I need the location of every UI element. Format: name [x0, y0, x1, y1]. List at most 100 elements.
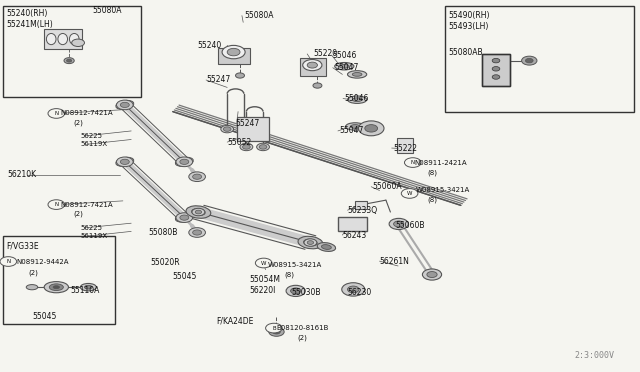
- Text: (8): (8): [285, 271, 295, 278]
- Text: 56225: 56225: [80, 225, 102, 231]
- Text: N: N: [411, 160, 415, 165]
- Ellipse shape: [335, 62, 354, 70]
- Text: (2): (2): [298, 334, 307, 341]
- Text: B08120-8161B: B08120-8161B: [276, 325, 329, 331]
- Text: (8): (8): [428, 197, 438, 203]
- Text: N08912-7421A: N08912-7421A: [61, 202, 113, 208]
- Text: 55020R: 55020R: [150, 258, 180, 267]
- Circle shape: [120, 159, 129, 164]
- Ellipse shape: [58, 33, 68, 45]
- Text: 56243: 56243: [342, 231, 367, 240]
- Ellipse shape: [53, 286, 60, 289]
- Ellipse shape: [348, 71, 367, 78]
- Text: W: W: [261, 260, 266, 266]
- Text: 55222: 55222: [394, 144, 418, 153]
- Circle shape: [269, 327, 284, 336]
- Bar: [355, 201, 367, 209]
- Circle shape: [48, 109, 65, 118]
- Bar: [445, 6, 634, 112]
- Circle shape: [266, 323, 282, 333]
- Ellipse shape: [175, 213, 193, 222]
- Circle shape: [307, 62, 317, 68]
- Circle shape: [67, 59, 72, 62]
- Circle shape: [176, 157, 193, 167]
- Circle shape: [291, 288, 301, 294]
- Circle shape: [273, 330, 280, 334]
- Text: (2): (2): [74, 119, 83, 126]
- Circle shape: [427, 272, 437, 278]
- Text: B: B: [272, 326, 276, 331]
- Circle shape: [365, 125, 378, 132]
- Text: 56220I: 56220I: [250, 286, 276, 295]
- Circle shape: [193, 174, 202, 179]
- Circle shape: [243, 145, 250, 149]
- Text: 55054M: 55054M: [250, 275, 280, 284]
- Bar: [218, 48, 250, 64]
- Circle shape: [492, 58, 500, 63]
- Ellipse shape: [303, 239, 317, 246]
- Text: W08915-3421A: W08915-3421A: [268, 262, 322, 268]
- Circle shape: [492, 67, 500, 71]
- Circle shape: [189, 172, 205, 182]
- Text: 55247: 55247: [236, 119, 260, 128]
- Circle shape: [180, 215, 189, 220]
- Circle shape: [240, 143, 253, 151]
- Circle shape: [255, 258, 272, 268]
- Circle shape: [64, 58, 74, 64]
- Ellipse shape: [346, 123, 365, 130]
- Text: 55080AB: 55080AB: [448, 48, 483, 57]
- Circle shape: [223, 127, 231, 131]
- Ellipse shape: [47, 33, 56, 45]
- Ellipse shape: [49, 284, 63, 291]
- Bar: [397, 138, 413, 153]
- Circle shape: [189, 228, 205, 237]
- Ellipse shape: [340, 64, 349, 68]
- Text: 55047: 55047: [339, 126, 364, 135]
- Text: N: N: [54, 111, 58, 116]
- Ellipse shape: [81, 283, 97, 291]
- Text: 55080A: 55080A: [244, 11, 274, 20]
- Ellipse shape: [317, 243, 335, 251]
- Circle shape: [192, 208, 205, 216]
- Text: 55030B: 55030B: [291, 288, 321, 296]
- Text: (2): (2): [74, 211, 83, 217]
- Ellipse shape: [191, 209, 205, 215]
- Ellipse shape: [298, 236, 323, 249]
- Circle shape: [313, 83, 322, 88]
- Text: 56119X: 56119X: [80, 141, 107, 147]
- Circle shape: [240, 127, 248, 131]
- Text: 56119X: 56119X: [80, 233, 107, 239]
- Circle shape: [116, 157, 133, 167]
- Circle shape: [304, 239, 317, 246]
- Circle shape: [195, 210, 202, 214]
- Text: 55240(RH): 55240(RH): [6, 9, 48, 17]
- Circle shape: [222, 45, 245, 59]
- Circle shape: [259, 145, 267, 149]
- Text: 55060A: 55060A: [372, 182, 402, 191]
- Circle shape: [237, 125, 250, 133]
- Circle shape: [176, 213, 193, 222]
- Circle shape: [257, 143, 269, 151]
- Text: N08912-9442A: N08912-9442A: [16, 259, 68, 265]
- Text: 55220: 55220: [314, 49, 338, 58]
- Text: N: N: [6, 259, 10, 264]
- Ellipse shape: [69, 33, 79, 45]
- Text: 55045: 55045: [32, 312, 56, 321]
- Text: 55490(RH): 55490(RH): [448, 11, 490, 20]
- Ellipse shape: [26, 285, 38, 290]
- Text: 55493(LH): 55493(LH): [448, 22, 488, 31]
- Bar: [237, 117, 269, 141]
- Circle shape: [348, 286, 359, 293]
- Bar: [44, 29, 82, 49]
- Text: N: N: [54, 202, 58, 207]
- Text: 2:3:000V: 2:3:000V: [575, 351, 614, 360]
- Text: 55241M(LH): 55241M(LH): [6, 20, 53, 29]
- Text: 55045: 55045: [173, 272, 197, 280]
- Ellipse shape: [116, 157, 134, 166]
- Ellipse shape: [44, 282, 68, 293]
- Text: F/VG33E: F/VG33E: [6, 241, 39, 250]
- Circle shape: [180, 159, 189, 164]
- Circle shape: [404, 158, 421, 167]
- Bar: [300, 58, 326, 76]
- Circle shape: [358, 121, 384, 136]
